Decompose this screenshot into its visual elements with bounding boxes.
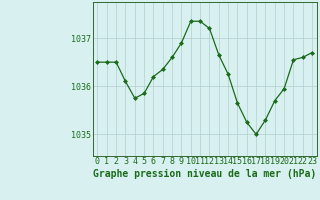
X-axis label: Graphe pression niveau de la mer (hPa): Graphe pression niveau de la mer (hPa): [93, 169, 316, 179]
